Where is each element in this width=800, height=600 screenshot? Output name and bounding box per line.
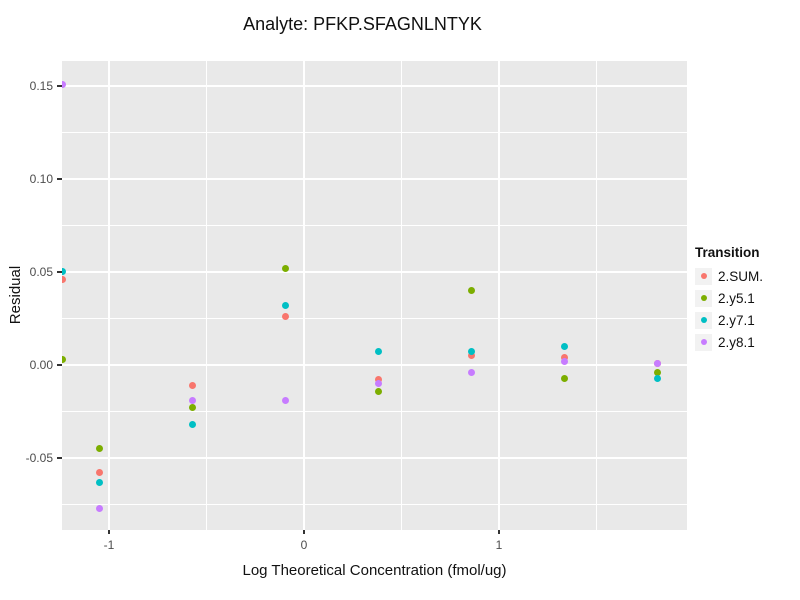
y-minor-gridline [62,504,687,505]
legend-item: 2.SUM. [695,265,763,287]
legend-item-label: 2.SUM. [718,268,764,284]
data-point [96,504,104,512]
legend-dot-icon [700,273,707,279]
y-tick-mark [57,270,62,273]
legend-key [695,289,712,307]
y-tick-mark [57,363,62,366]
legend-item: 2.y7.1 [695,309,763,331]
data-point [561,357,569,365]
x-tick-label: 0 [300,538,308,552]
chart-title: Analyte: PFKP.SFAGNLNTYK [243,14,482,34]
data-point [62,81,66,89]
y-minor-gridline [62,410,687,412]
legend-item-label: 2.y5.1 [718,290,755,306]
y-axis-title: Residual [7,265,24,325]
data-point [189,404,197,412]
x-tick-mark [303,530,305,534]
data-point [96,445,104,453]
y-major-gridline [62,457,687,459]
data-point [62,355,66,363]
data-point [654,375,662,383]
legend: Transition 2.SUM. 2.y5.1 2.y7.1 2.y8.1 [695,245,763,353]
x-minor-gridline [206,61,207,530]
y-minor-gridline [62,317,687,319]
x-tick-label: -1 [103,538,115,552]
legend-key [695,333,712,351]
legend-title: Transition [695,245,760,260]
y-tick-label: 0.10 [29,171,53,186]
data-point [468,347,476,355]
x-major-gridline [107,61,110,530]
y-tick-label: 0.15 [29,78,53,93]
y-tick-mark [57,84,62,87]
legend-items: 2.SUM. 2.y5.1 2.y7.1 2.y8.1 [695,265,763,353]
legend-dot-icon [700,295,707,301]
x-minor-gridline [596,61,598,530]
legend-dot-icon [700,317,707,323]
y-tick-mark [57,177,62,180]
data-point [468,368,476,376]
data-point [561,342,569,350]
data-point [189,421,197,429]
data-point [468,287,476,295]
x-tick-mark [107,530,110,534]
y-major-gridline [62,270,687,273]
y-major-gridline [62,363,687,366]
x-tick-mark [498,530,500,534]
y-minor-gridline [62,131,687,133]
data-point [62,268,66,276]
data-point [96,469,104,477]
y-tick-mark [57,457,62,459]
legend-dot-icon [700,339,707,345]
data-point [654,359,662,367]
legend-item: 2.y8.1 [695,331,763,353]
legend-key [695,311,712,329]
y-tick-label: -0.05 [25,451,53,465]
x-minor-gridline [401,61,402,530]
x-major-gridline [498,61,500,530]
y-tick-label: 0.05 [29,264,53,279]
data-point [375,380,383,388]
data-point [375,347,383,355]
y-major-gridline [62,84,687,87]
data-point [561,354,569,362]
data-point [282,264,290,272]
y-tick-label: 0.00 [29,357,53,372]
data-point [375,387,383,395]
x-axis-title: Log Theoretical Concentration (fmol/ug) [242,562,507,579]
data-point [189,396,197,404]
data-point [62,275,66,283]
plot-panel [62,61,687,530]
data-point [282,313,290,321]
data-point [282,396,290,404]
data-point [468,352,476,360]
data-point [282,301,290,309]
legend-item: 2.y5.1 [695,287,763,309]
legend-item-label: 2.y7.1 [718,312,755,328]
data-point [189,381,197,389]
y-minor-gridline [62,224,687,226]
data-point [375,376,383,384]
data-point [561,374,569,382]
legend-key [695,267,712,285]
x-major-gridline [303,61,305,530]
legend-item-label: 2.y8.1 [718,334,755,350]
data-point [654,368,662,376]
x-tick-label: 1 [495,538,503,552]
y-major-gridline [62,177,687,180]
data-point [96,478,104,486]
